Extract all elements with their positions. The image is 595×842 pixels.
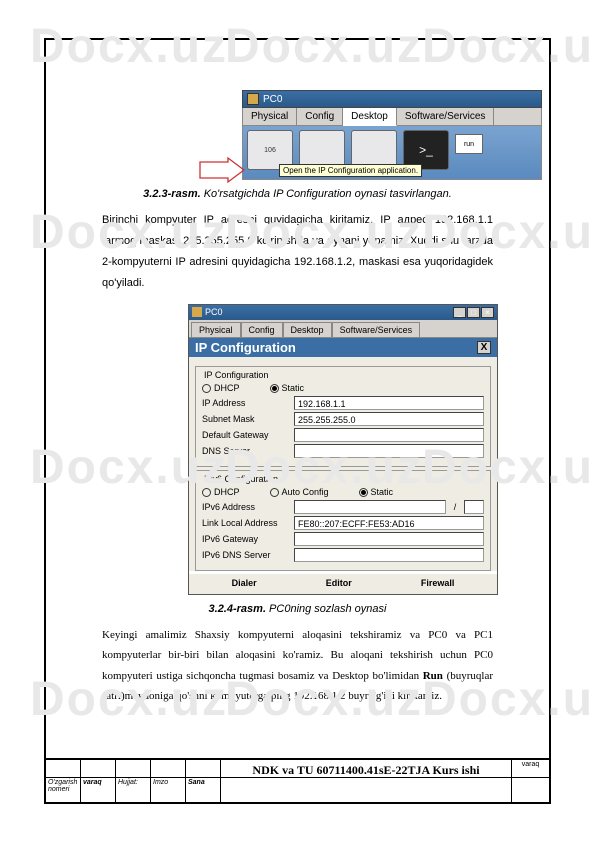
input-ipv6dns[interactable] — [294, 548, 484, 562]
paragraph-2: Keyingi amalimiz Shaxsiy kompyuterni alo… — [102, 625, 493, 706]
radio-static6[interactable] — [359, 488, 368, 497]
footer-cell — [81, 760, 116, 778]
label-dns: DNS Server — [202, 446, 294, 456]
firewall-label: Firewall — [421, 578, 455, 588]
footer-sana: Sana — [186, 778, 221, 802]
input-mask[interactable]: 255.255.255.0 — [294, 412, 484, 426]
footer-varaq: varaq — [81, 778, 116, 802]
label-ip: IP Address — [202, 398, 294, 408]
input-ip[interactable]: 192.168.1.1 — [294, 396, 484, 410]
footer-varaq-label: varaq — [511, 760, 549, 778]
tab-bar: Physical Config Desktop Software/Service… — [189, 320, 497, 338]
input-linklocal[interactable]: FE80::207:ECFF:FE53:AD16 — [294, 516, 484, 530]
tab-software[interactable]: Software/Services — [397, 108, 495, 125]
label-mask: Subnet Mask — [202, 414, 294, 424]
screenshot-pc0-tabs: PC0 Physical Config Desktop Software/Ser… — [242, 90, 542, 180]
label-ipv6: IPv6 Address — [202, 502, 294, 512]
red-arrow-icon — [198, 156, 246, 184]
fieldset-title-ipv4: IP Configuration — [202, 370, 270, 380]
footer-imzo: Imzo — [151, 778, 186, 802]
input-ipv6gw[interactable] — [294, 532, 484, 546]
ipv4-fieldset: IP Configuration DHCP Static IP Address1… — [195, 366, 491, 467]
footer-cell — [116, 760, 151, 778]
minimize-button[interactable]: _ — [453, 307, 466, 318]
fieldset-title-ipv6: IPv6 Configuration — [202, 474, 280, 484]
footer-page-num — [511, 778, 549, 802]
tab-config[interactable]: Config — [241, 322, 283, 337]
label-ipv6dns: IPv6 DNS Server — [202, 550, 294, 560]
input-ipv6-prefix[interactable] — [464, 500, 484, 514]
label-linklocal: Link Local Address — [202, 518, 294, 528]
bottom-strip: Dialer Editor Firewall — [189, 574, 497, 594]
run-icon[interactable]: run — [455, 134, 483, 154]
page-content: PC0 Physical Config Desktop Software/Ser… — [102, 90, 493, 706]
close-button[interactable]: × — [481, 307, 494, 318]
input-gateway[interactable] — [294, 428, 484, 442]
paragraph-1: Birinchi kompyuter IP adresni quyidagich… — [102, 210, 493, 294]
ipconfig-header: IP Configuration X — [189, 338, 497, 357]
footer-table: NDK va TU 60711400.41sE-22TJA Kurs ishi … — [46, 758, 549, 802]
footer-title: NDK va TU 60711400.41sE-22TJA Kurs ishi — [221, 760, 511, 778]
tab-physical[interactable]: Physical — [191, 322, 241, 337]
footer-empty — [221, 778, 511, 802]
caption-text: PC0ning sozlash oynasi — [266, 603, 386, 615]
footer-hujjat: Hujjat: — [116, 778, 151, 802]
figure-caption-1: 3.2.3-rasm. Ko'rsatgichda IP Configurati… — [102, 188, 493, 200]
window-buttons: _ □ × — [453, 307, 494, 318]
close-icon[interactable]: X — [477, 341, 491, 354]
footer-cell — [46, 760, 81, 778]
ipv6-fieldset: IPv6 Configuration DHCP Auto Config Stat… — [195, 470, 491, 571]
screenshot-ip-config: PC0 _ □ × Physical Config Desktop Softwa… — [188, 304, 498, 595]
system-icon — [247, 93, 259, 105]
caption-text: Ko'rsatgichda IP Configuration oynasi ta… — [201, 188, 452, 200]
caption-number: 3.2.3-rasm. — [143, 188, 200, 200]
editor-label: Editor — [326, 578, 352, 588]
page-border: PC0 Physical Config Desktop Software/Ser… — [44, 38, 551, 804]
radio-static[interactable] — [270, 384, 279, 393]
label-ipv6gw: IPv6 Gateway — [202, 534, 294, 544]
dialer-label: Dialer — [232, 578, 257, 588]
tab-bar: Physical Config Desktop Software/Service… — [242, 108, 542, 126]
window-title: PC0 — [205, 307, 223, 317]
footer-cell — [186, 760, 221, 778]
window-titlebar: PC0 — [242, 90, 542, 108]
ipconfig-titlebar: PC0 _ □ × — [189, 305, 497, 320]
tab-software[interactable]: Software/Services — [332, 322, 421, 337]
caption-number: 3.2.4-rasm. — [209, 603, 266, 615]
input-dns[interactable] — [294, 444, 484, 458]
tab-config[interactable]: Config — [297, 108, 343, 125]
maximize-button[interactable]: □ — [467, 307, 480, 318]
footer-cell — [151, 760, 186, 778]
figure-caption-2: 3.2.4-rasm. PC0ning sozlash oynasi — [102, 603, 493, 615]
radio-autoconfig[interactable] — [270, 488, 279, 497]
tooltip: Open the IP Configuration application. — [279, 164, 422, 177]
tab-desktop[interactable]: Desktop — [343, 108, 397, 126]
input-ipv6[interactable] — [294, 500, 446, 514]
radio-dhcp[interactable] — [202, 384, 211, 393]
label-gateway: Default Gateway — [202, 430, 294, 440]
radio-dhcp6[interactable] — [202, 488, 211, 497]
ipconfig-title: IP Configuration — [195, 340, 296, 355]
footer-ozgarish: O'zgarish nomeri — [46, 778, 81, 802]
window-title: PC0 — [263, 94, 282, 105]
system-icon — [192, 307, 202, 317]
tab-desktop[interactable]: Desktop — [283, 322, 332, 337]
desktop-area: 106 >_ run Open the IP Configuration app… — [242, 126, 542, 180]
tab-physical[interactable]: Physical — [243, 108, 297, 125]
